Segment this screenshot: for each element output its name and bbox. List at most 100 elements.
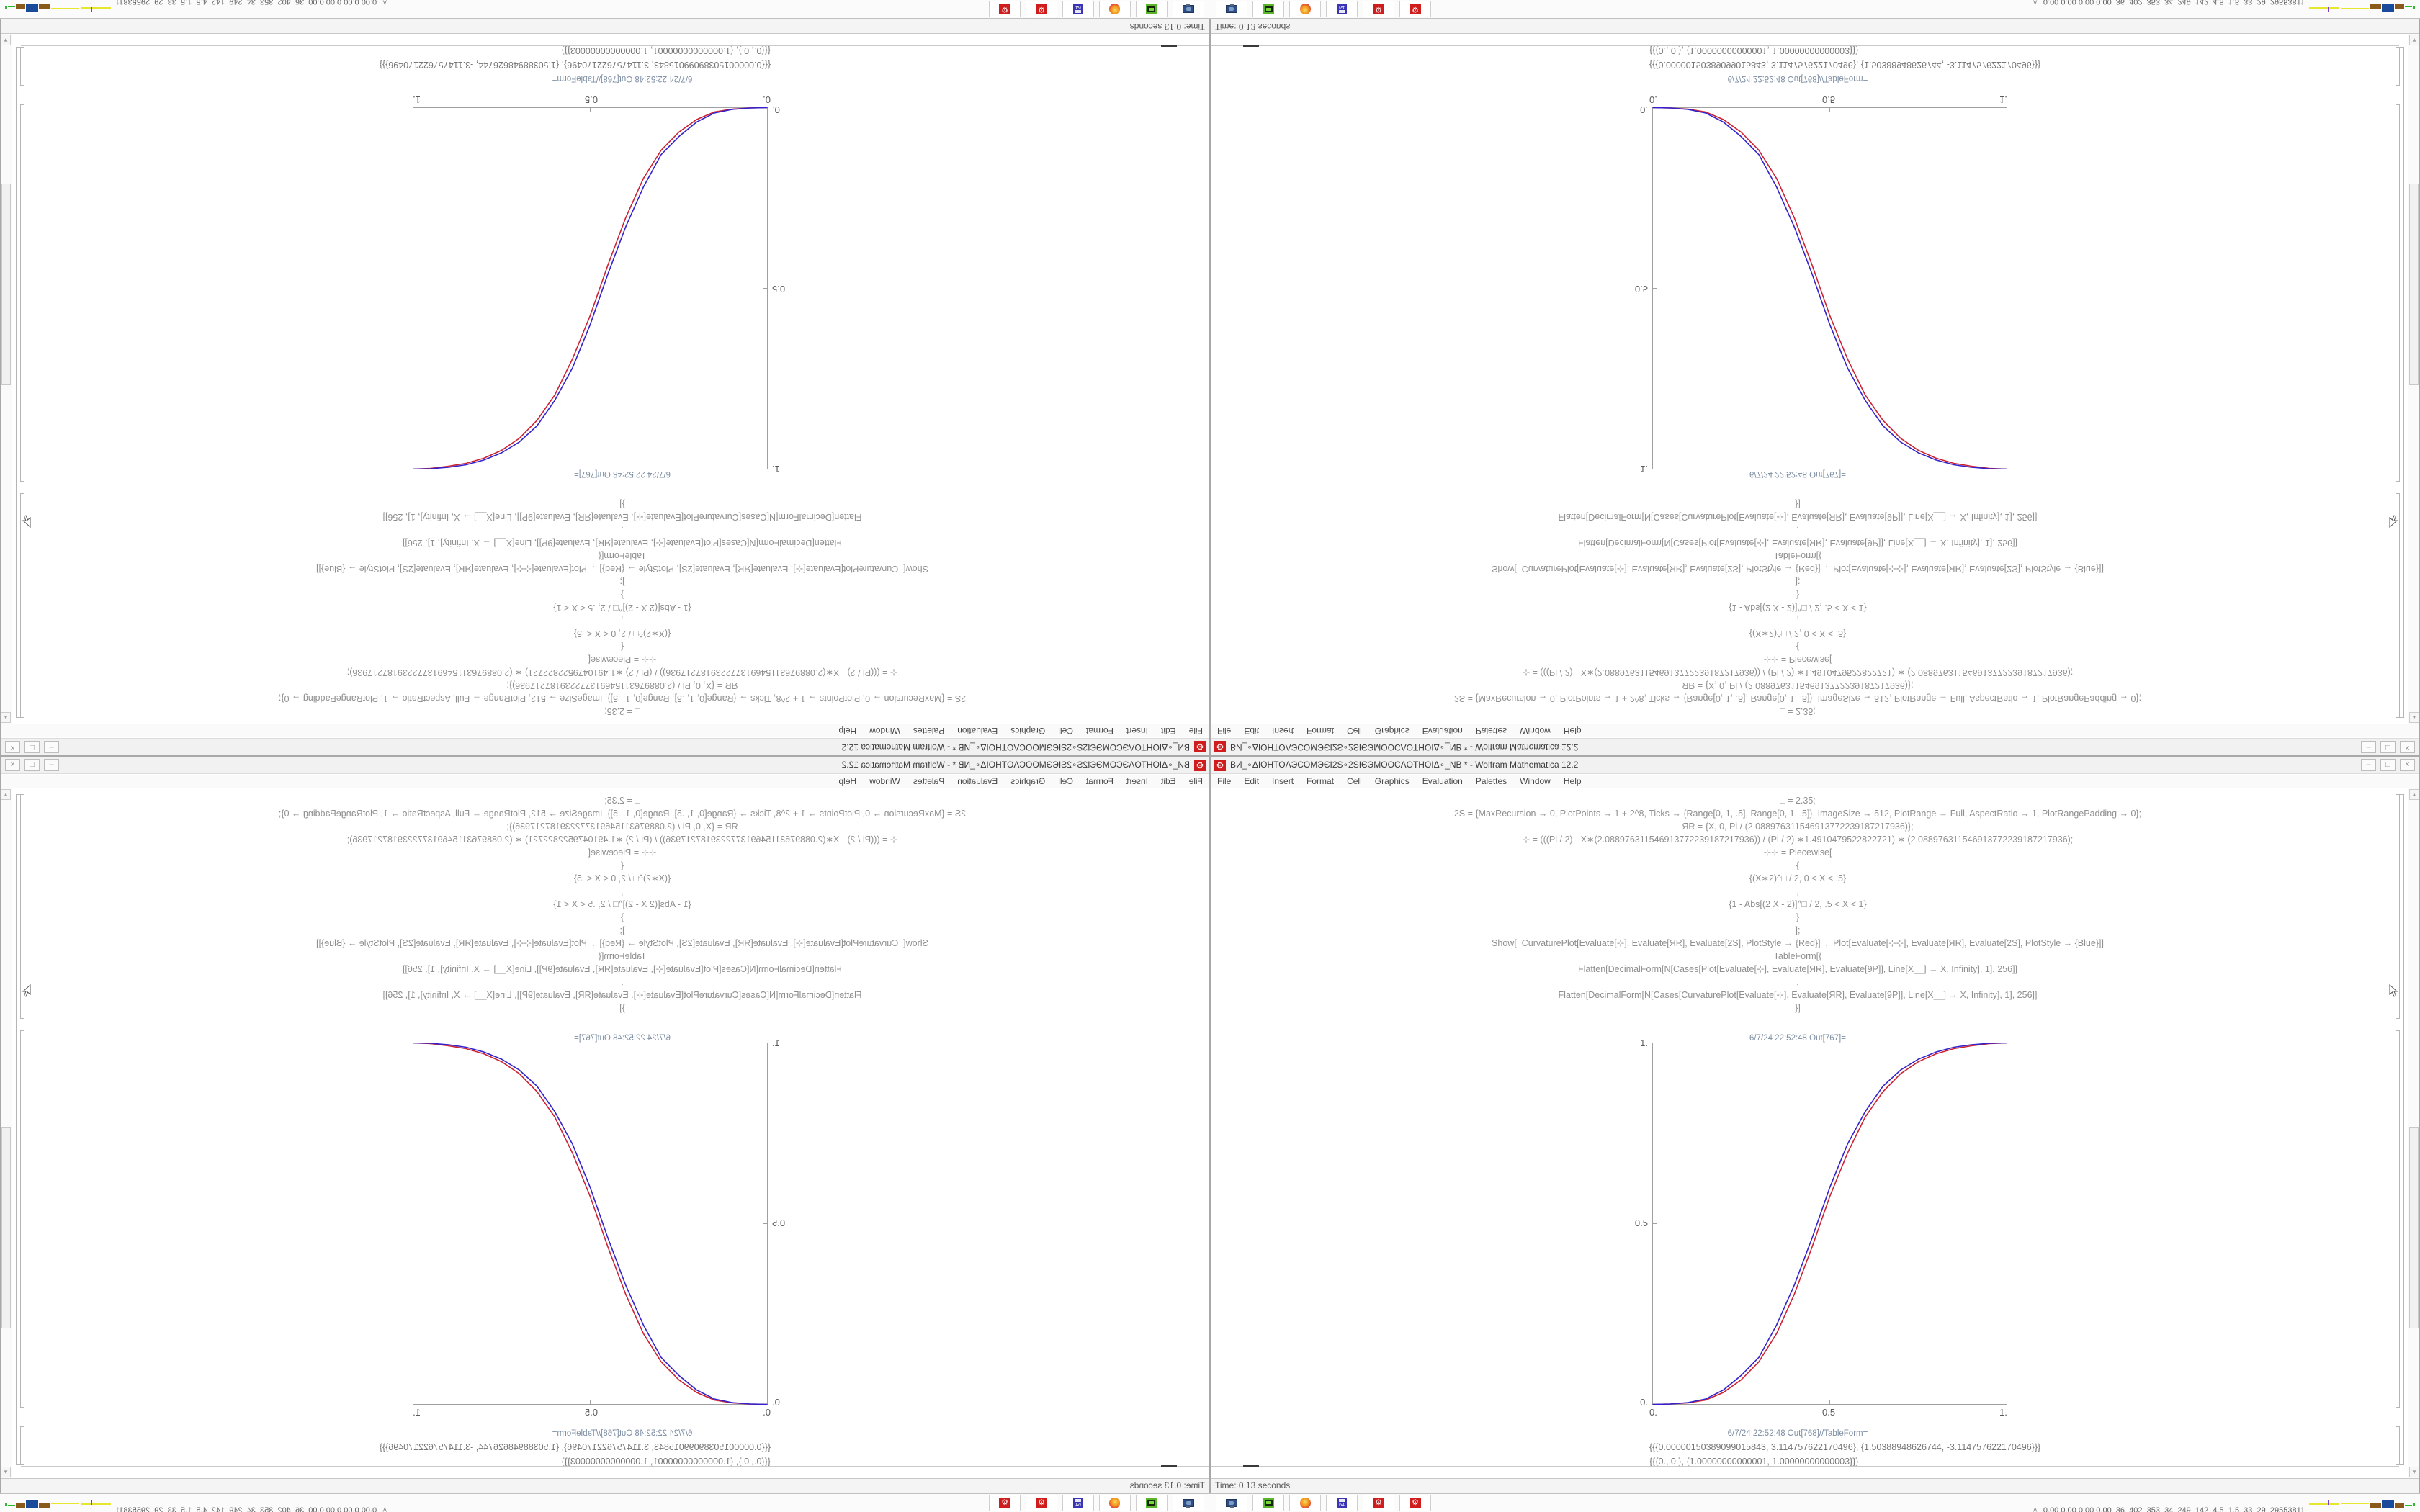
menu-format[interactable]: Format	[1307, 726, 1335, 736]
input-cell[interactable]: □ = 2.35; 2S = {MaxRecursion → 0, PlotPoi…	[1211, 794, 2385, 1014]
menu-cell[interactable]: Cell	[1347, 776, 1362, 786]
scroll-up-arrow-icon[interactable]: ▲	[1, 789, 11, 800]
table-cell-bracket[interactable]	[2396, 1426, 2400, 1465]
menu-cell[interactable]: Cell	[1058, 776, 1073, 786]
red-gear-launcher[interactable]: ⚙	[1026, 1495, 1057, 1511]
scroll-up-arrow-icon[interactable]: ▲	[2409, 712, 2419, 723]
maximize-button[interactable]: □	[24, 759, 40, 771]
tray-expand-caret-icon[interactable]: ˄	[2033, 0, 2038, 6]
window-titlebar[interactable]: ⚙ ВИ_∘ΔIOHTOΛЭCOMЭЄI2S∘2SIЄЭMOOCΛOTHOIΔ∘…	[1, 738, 1209, 755]
menu-evaluation[interactable]: Evaluation	[1422, 726, 1463, 736]
red-gear-launcher[interactable]: ⚙	[1026, 1, 1057, 17]
red-gear-2-launcher[interactable]: ⚙	[1399, 1495, 1431, 1511]
window-titlebar[interactable]: ⚙ ВИ_∘ΔIOHTOΛЭCOMЭЄI2S∘2SIЄЭMOOCΛOTHOIΔ∘…	[1, 757, 1209, 774]
minimize-button[interactable]: –	[2361, 741, 2376, 753]
menu-help[interactable]: Help	[838, 776, 857, 786]
disk-monitor-launcher[interactable]	[1136, 1495, 1168, 1511]
cell-group-bracket[interactable]	[2400, 47, 2404, 718]
input-cell[interactable]: □ = 2.35; 2S = {MaxRecursion → 0, PlotPoi…	[35, 794, 1209, 1014]
scrollbar-thumb[interactable]	[1, 1127, 11, 1328]
notebook-content[interactable]: □ = 2.35; 2S = {MaxRecursion → 0, PlotPoi…	[1211, 34, 2419, 724]
red-gear-launcher[interactable]: ⚙	[1363, 1, 1394, 17]
cell-insertion-bar[interactable]	[21, 45, 1209, 47]
menu-file[interactable]: File	[1188, 726, 1203, 736]
firefox-launcher[interactable]	[1289, 1495, 1321, 1511]
menu-evaluation[interactable]: Evaluation	[957, 726, 998, 736]
close-button[interactable]: ×	[2400, 759, 2415, 771]
scrollbar-thumb[interactable]	[2409, 184, 2419, 385]
plot-cell-bracket[interactable]	[20, 104, 24, 482]
tray-expand-caret-icon[interactable]: ˄	[382, 1506, 387, 1512]
maximize-button[interactable]: □	[2380, 741, 2396, 753]
tray-expand-caret-icon[interactable]: ˄	[382, 0, 387, 6]
menu-help[interactable]: Help	[1563, 776, 1582, 786]
minimize-button[interactable]: –	[2361, 759, 2376, 771]
menu-edit[interactable]: Edit	[1244, 726, 1260, 736]
minimize-button[interactable]: –	[44, 741, 59, 753]
menu-evaluation[interactable]: Evaluation	[1422, 776, 1463, 786]
menu-insert[interactable]: Insert	[1126, 776, 1148, 786]
menu-file[interactable]: File	[1188, 776, 1203, 786]
close-button[interactable]: ×	[5, 741, 20, 753]
maximize-button[interactable]: □	[2380, 759, 2396, 771]
menu-edit[interactable]: Edit	[1160, 726, 1176, 736]
screenshot-tool-launcher[interactable]	[1216, 1495, 1247, 1511]
notebook-content[interactable]: □ = 2.35; 2S = {MaxRecursion → 0, PlotPoi…	[1, 34, 1209, 724]
window-titlebar[interactable]: ⚙ ВИ_∘ΔIOHTOΛЭCOMЭЄI2S∘2SIЄЭMOOCΛOTHOIΔ∘…	[1211, 757, 2419, 774]
floppy-64-launcher[interactable]: 64	[1062, 1, 1094, 17]
table-cell-bracket[interactable]	[20, 47, 24, 86]
menu-file[interactable]: File	[1217, 776, 1232, 786]
plot-cell-bracket[interactable]	[2396, 1030, 2400, 1408]
menu-insert[interactable]: Insert	[1272, 726, 1294, 736]
menu-palettes[interactable]: Palettes	[1475, 776, 1507, 786]
menu-insert[interactable]: Insert	[1126, 726, 1148, 736]
menu-edit[interactable]: Edit	[1244, 776, 1260, 786]
disk-monitor-launcher[interactable]	[1252, 1495, 1284, 1511]
minimize-button[interactable]: –	[44, 759, 59, 771]
screenshot-tool-launcher[interactable]	[1216, 1, 1247, 17]
menu-format[interactable]: Format	[1085, 726, 1113, 736]
cell-insertion-bar[interactable]	[1211, 1465, 2399, 1467]
menu-graphics[interactable]: Graphics	[1010, 776, 1046, 786]
scrollbar-thumb[interactable]	[2409, 1127, 2419, 1328]
disk-monitor-launcher[interactable]	[1136, 1, 1168, 17]
cell-group-bracket[interactable]	[2400, 794, 2404, 1465]
cell-insertion-bar[interactable]	[21, 1465, 1209, 1467]
vertical-scrollbar[interactable]: ▲ ▼	[1, 788, 12, 1478]
menu-window[interactable]: Window	[869, 726, 900, 736]
screenshot-tool-launcher[interactable]	[1173, 1495, 1204, 1511]
screenshot-tool-launcher[interactable]	[1173, 1, 1204, 17]
menu-palettes[interactable]: Palettes	[913, 726, 945, 736]
vertical-scrollbar[interactable]: ▲ ▼	[2408, 788, 2419, 1478]
menu-window[interactable]: Window	[1520, 776, 1551, 786]
scroll-down-arrow-icon[interactable]: ▼	[2409, 35, 2419, 45]
menu-palettes[interactable]: Palettes	[1475, 726, 1507, 736]
menu-file[interactable]: File	[1217, 726, 1232, 736]
menu-graphics[interactable]: Graphics	[1374, 726, 1410, 736]
floppy-64-launcher[interactable]: 64	[1326, 1, 1358, 17]
cell-insertion-bar[interactable]	[1211, 45, 2399, 47]
floppy-64-launcher[interactable]: 64	[1326, 1495, 1358, 1511]
firefox-launcher[interactable]	[1099, 1495, 1131, 1511]
vertical-scrollbar[interactable]: ▲ ▼	[1, 34, 12, 724]
menu-cell[interactable]: Cell	[1058, 726, 1073, 736]
window-titlebar[interactable]: ⚙ ВИ_∘ΔIOHTOΛЭCOMЭЄI2S∘2SIЄЭMOOCΛOTHOIΔ∘…	[1211, 738, 2419, 755]
menu-graphics[interactable]: Graphics	[1010, 726, 1046, 736]
notebook-content[interactable]: □ = 2.35; 2S = {MaxRecursion → 0, PlotPoi…	[1211, 788, 2419, 1478]
maximize-button[interactable]: □	[24, 741, 40, 753]
menu-format[interactable]: Format	[1085, 776, 1113, 786]
plot-cell-bracket[interactable]	[20, 1030, 24, 1408]
scroll-down-arrow-icon[interactable]: ▼	[1, 35, 11, 45]
table-cell-bracket[interactable]	[2396, 47, 2400, 86]
menu-palettes[interactable]: Palettes	[913, 776, 945, 786]
scroll-down-arrow-icon[interactable]: ▼	[1, 1467, 11, 1477]
menu-format[interactable]: Format	[1307, 776, 1335, 786]
table-cell-bracket[interactable]	[20, 1426, 24, 1465]
close-button[interactable]: ×	[5, 759, 20, 771]
scrollbar-thumb[interactable]	[1, 184, 11, 385]
menu-window[interactable]: Window	[1520, 726, 1551, 736]
menu-cell[interactable]: Cell	[1347, 726, 1362, 736]
vertical-scrollbar[interactable]: ▲ ▼	[2408, 34, 2419, 724]
close-button[interactable]: ×	[2400, 741, 2415, 753]
firefox-launcher[interactable]	[1289, 1, 1321, 17]
